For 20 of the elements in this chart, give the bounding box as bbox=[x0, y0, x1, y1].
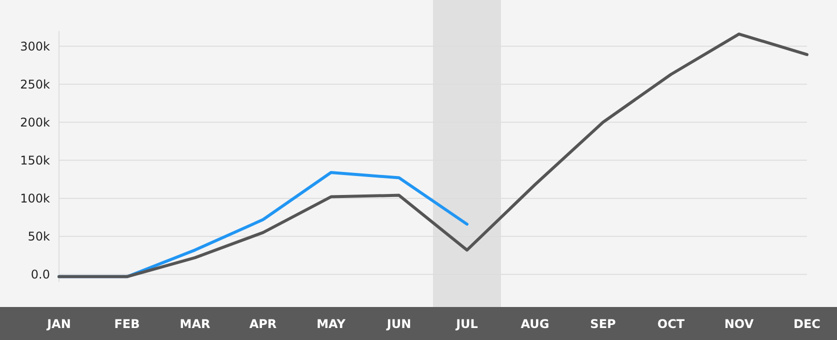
x-tick-label: FEB bbox=[114, 317, 140, 332]
y-tick-label: 200k bbox=[20, 115, 50, 130]
y-tick-label: 50k bbox=[28, 230, 50, 244]
x-tick-label: DEC bbox=[794, 317, 821, 332]
x-tick-label: AUG bbox=[520, 317, 550, 332]
x-tick-label: JAN bbox=[46, 317, 71, 332]
line-series bbox=[58, 32, 808, 278]
x-tick-label: MAY bbox=[316, 317, 346, 332]
x-tick-label: APR bbox=[249, 317, 277, 332]
x-tick-label: NOV bbox=[724, 317, 754, 332]
y-tick-label: 150k bbox=[20, 154, 50, 168]
x-tick-label: SEP bbox=[590, 317, 616, 332]
x-tick-label: JUN bbox=[386, 317, 412, 332]
y-tick-label: 300k bbox=[20, 39, 50, 54]
y-tick-label: 0.0 bbox=[30, 268, 50, 282]
x-tick-label: MAR bbox=[180, 317, 210, 332]
x-tick-label: JUL bbox=[455, 317, 478, 332]
y-tick-label: 100k bbox=[20, 192, 50, 206]
y-tick-label: 250k bbox=[20, 77, 50, 92]
x-tick-label: OCT bbox=[657, 317, 686, 332]
